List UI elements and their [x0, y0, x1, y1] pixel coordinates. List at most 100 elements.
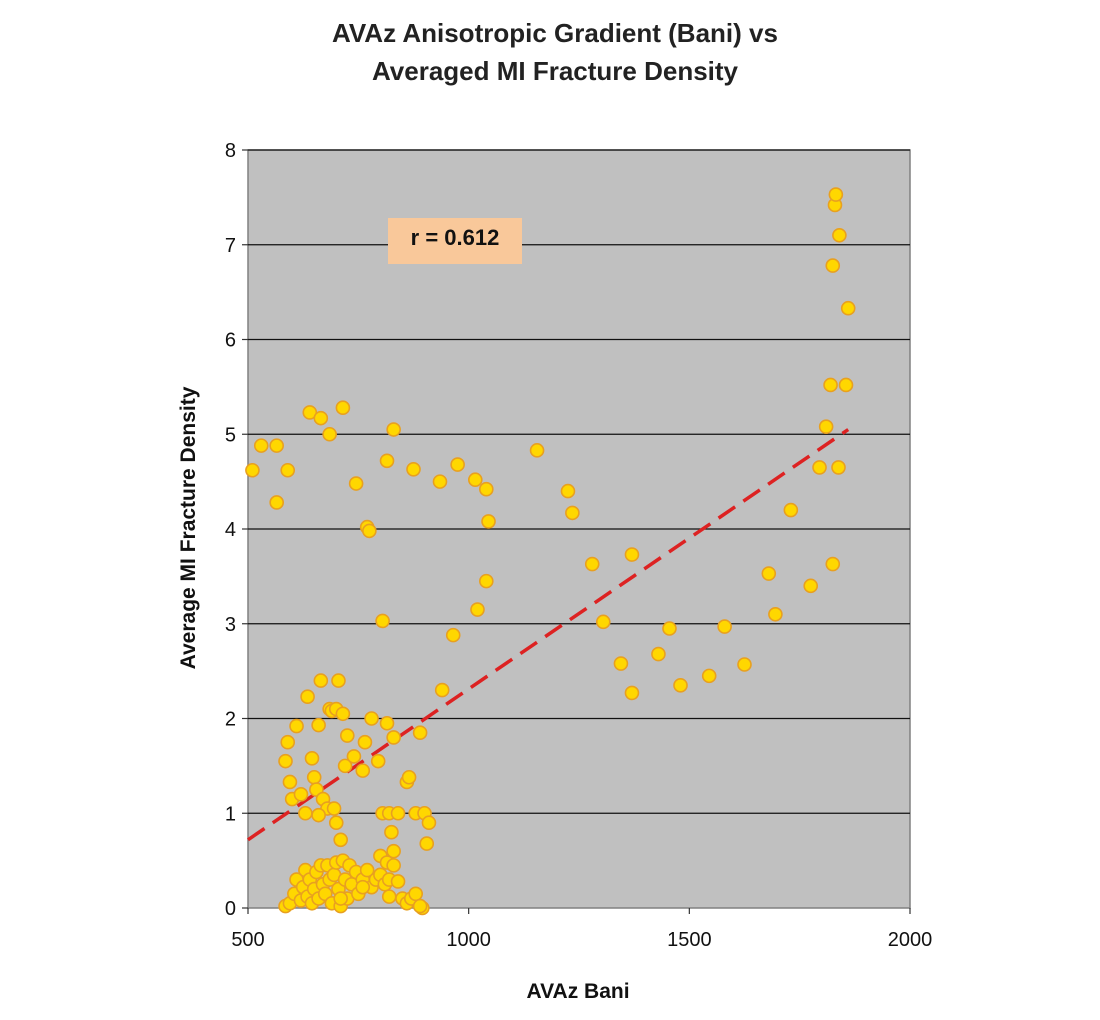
data-point [412, 725, 428, 741]
x-tick-label: 2000 [888, 929, 933, 951]
data-point [412, 898, 428, 914]
data-point [280, 734, 296, 750]
data-point [831, 460, 846, 475]
data-point [313, 673, 329, 688]
data-point [390, 805, 406, 821]
data-point [595, 614, 611, 630]
data-point [432, 474, 448, 489]
data-point [450, 457, 465, 472]
data-point [401, 769, 417, 785]
y-tick-label: 1 [225, 803, 236, 825]
data-point [828, 187, 844, 202]
data-point [624, 547, 640, 562]
data-point [311, 807, 326, 823]
data-point [313, 410, 329, 426]
x-axis-label: AVAz Bani [526, 980, 629, 1003]
data-point [584, 556, 600, 572]
data-point [384, 824, 399, 840]
x-tick-label: 500 [231, 929, 264, 951]
data-point [386, 730, 401, 745]
data-point [832, 227, 847, 243]
x-axis-ticks: 500 1000 1500 2000 [231, 908, 932, 951]
data-point [470, 602, 485, 617]
data-point [783, 502, 799, 518]
y-tick-label: 7 [225, 235, 236, 257]
y-tick-label: 6 [225, 330, 236, 352]
data-point [768, 606, 783, 622]
data-point [306, 769, 322, 785]
data-point [823, 377, 838, 393]
data-point [421, 815, 437, 831]
x-tick-label: 1000 [446, 929, 491, 951]
data-point [322, 426, 337, 442]
x-tick-label: 1500 [667, 929, 712, 951]
data-point [701, 668, 717, 684]
data-point [375, 613, 390, 629]
data-point [253, 438, 269, 453]
data-point [280, 462, 296, 478]
data-point [390, 874, 406, 889]
data-point [803, 578, 819, 594]
data-point [298, 805, 313, 821]
data-point [381, 889, 397, 904]
y-tick-label: 3 [225, 614, 236, 636]
data-point [300, 689, 315, 705]
data-point [355, 763, 371, 778]
data-point [662, 621, 677, 636]
annotation-text: r = 0.612 [411, 225, 500, 250]
data-point [838, 377, 854, 393]
data-point [364, 711, 379, 726]
data-point [335, 400, 351, 416]
data-point [737, 657, 752, 672]
data-point [565, 505, 580, 521]
data-point [434, 682, 450, 698]
data-point [335, 706, 351, 722]
data-point [386, 843, 401, 859]
y-axis-label: Average MI Fracture Density [177, 386, 200, 669]
data-point [379, 453, 395, 469]
data-point [825, 556, 841, 572]
chart-title-line-1: AVAz Anisotropic Gradient (Bani) vs [332, 18, 778, 48]
data-point [481, 514, 496, 529]
data-point [348, 476, 364, 491]
y-tick-label: 0 [225, 898, 236, 920]
data-point [445, 627, 461, 643]
data-point [560, 483, 576, 499]
data-point [386, 422, 401, 437]
data-point [355, 879, 371, 895]
data-point [673, 678, 688, 693]
data-point [304, 750, 320, 766]
data-point [529, 443, 545, 458]
y-tick-label: 5 [225, 424, 236, 446]
data-point [245, 462, 260, 478]
y-axis-ticks: 0 1 2 3 4 5 6 7 8 [225, 140, 248, 920]
data-point [825, 258, 841, 273]
data-point [359, 862, 375, 878]
data-point [333, 832, 348, 848]
data-point [717, 619, 732, 634]
data-point [333, 891, 348, 906]
data-point [408, 886, 424, 902]
y-tick-label: 4 [225, 519, 236, 541]
data-point [326, 801, 342, 816]
data-point [362, 523, 377, 539]
data-point [278, 753, 293, 769]
y-tick-label: 2 [225, 709, 236, 731]
data-point [406, 462, 421, 477]
data-point [479, 481, 494, 497]
data-point [419, 836, 435, 851]
data-point [289, 718, 304, 734]
data-point [812, 460, 827, 475]
data-point [311, 717, 326, 733]
data-point [357, 734, 373, 750]
data-point [761, 566, 777, 581]
data-point [269, 495, 284, 510]
data-point [379, 715, 395, 731]
data-point [386, 858, 401, 873]
data-point [293, 786, 309, 802]
data-point [269, 438, 284, 453]
data-point [370, 753, 386, 769]
data-point [624, 685, 640, 701]
data-points [245, 187, 856, 916]
